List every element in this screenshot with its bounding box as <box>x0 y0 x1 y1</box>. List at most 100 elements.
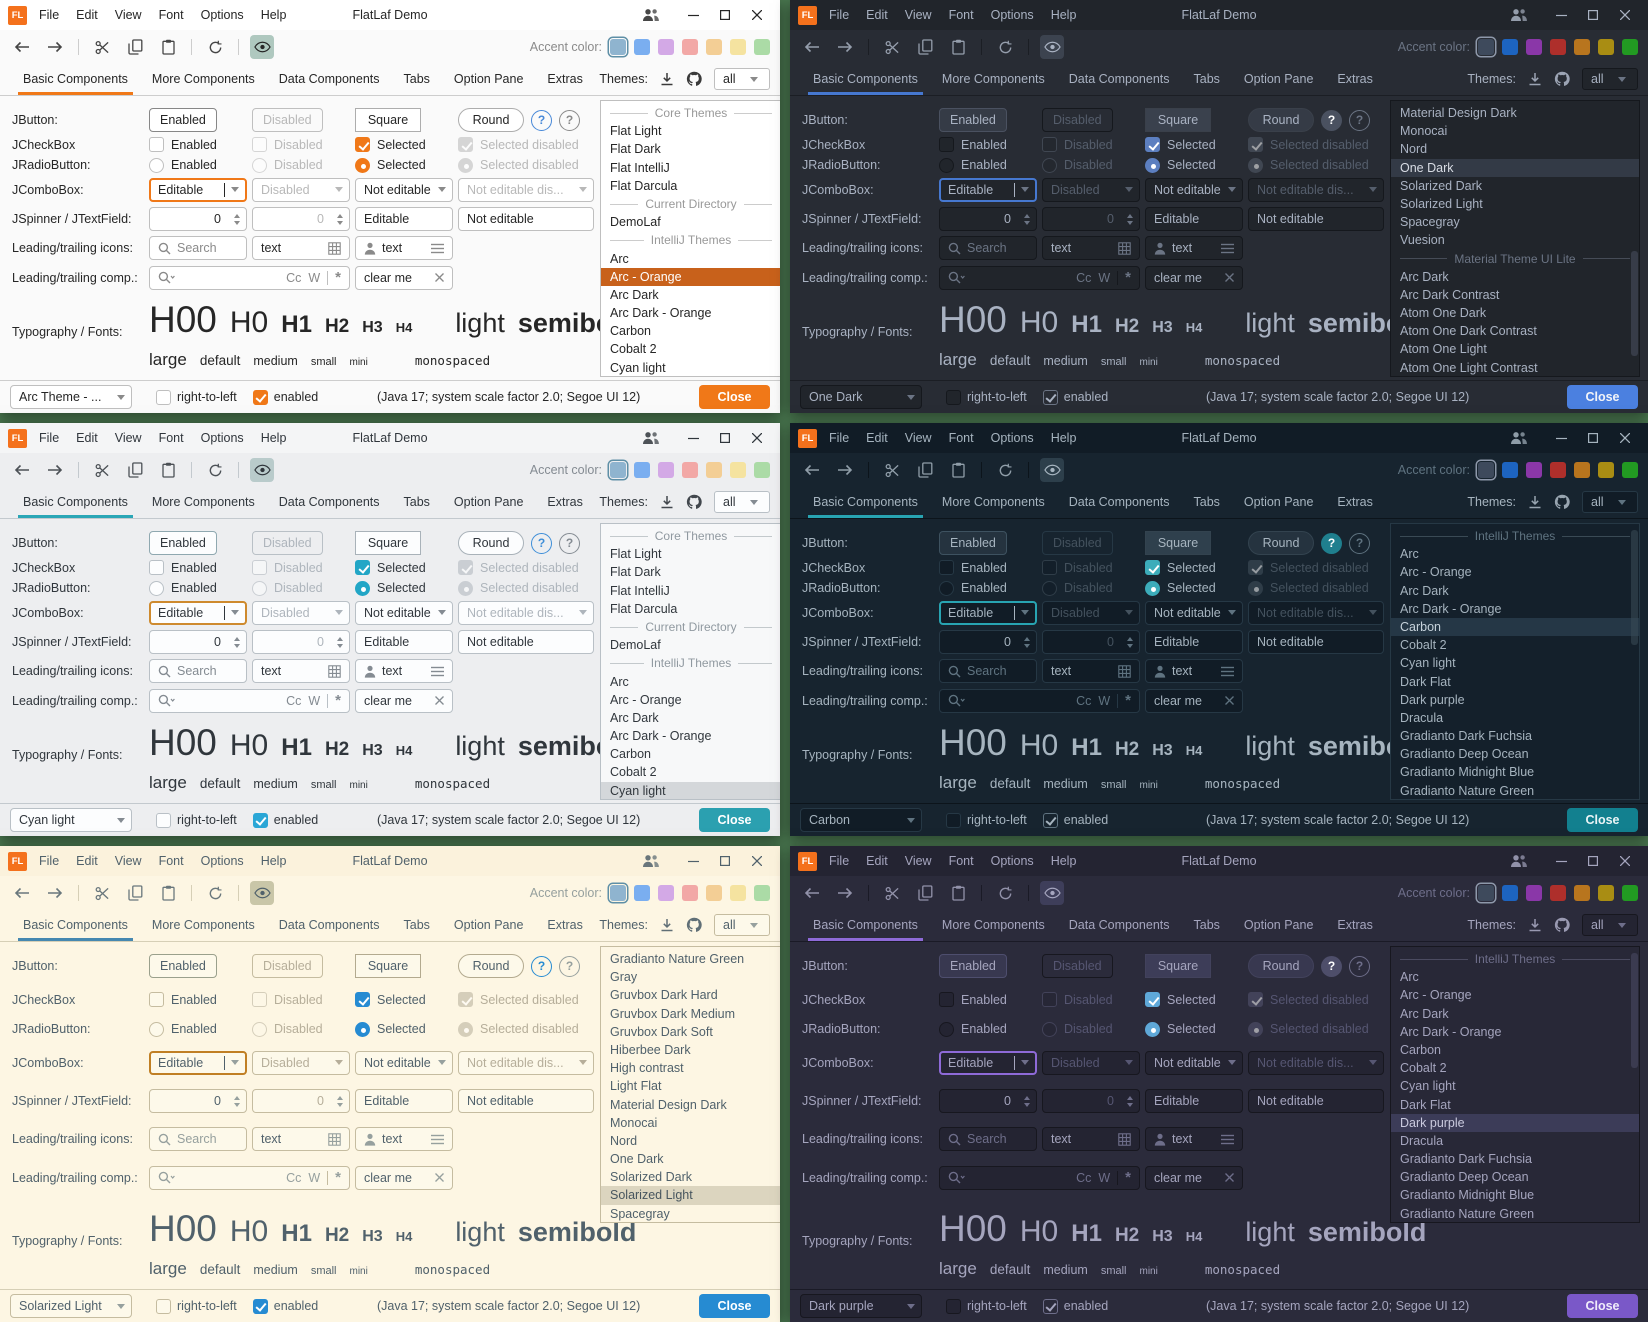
checkbox[interactable] <box>156 812 171 828</box>
tab-option-pane[interactable]: Option Pane <box>453 918 524 932</box>
users-icon[interactable] <box>1504 848 1534 874</box>
square-button[interactable]: Square <box>1145 531 1211 555</box>
theme-item-demolaf[interactable]: DemoLaf <box>610 638 661 653</box>
tab-tabs[interactable]: Tabs <box>1193 495 1220 509</box>
accent-swatch-5[interactable] <box>1574 885 1590 901</box>
round-button[interactable]: Round <box>1248 531 1314 555</box>
accent-swatch-1[interactable] <box>1478 39 1494 55</box>
accent-swatch-3[interactable] <box>658 885 674 901</box>
text-input-with-user-icon[interactable]: text <box>355 1127 453 1152</box>
menu-view[interactable]: View <box>904 8 932 22</box>
combobox-not-editable[interactable]: Not editable <box>355 600 453 625</box>
github-icon[interactable] <box>686 494 702 510</box>
themes-list[interactable]: Core Themes Flat Light Flat Dark Flat Intel… <box>600 523 780 800</box>
clear-me-input[interactable]: clear me <box>1145 265 1243 290</box>
maximize-button[interactable] <box>1578 848 1608 874</box>
checkbox[interactable] <box>252 389 268 405</box>
menu-edit[interactable]: Edit <box>866 431 888 445</box>
accent-swatch-2[interactable] <box>634 462 650 478</box>
minimize-button[interactable] <box>678 2 708 28</box>
theme-item-light-flat[interactable]: Light Flat <box>610 1079 662 1094</box>
help-icon[interactable]: ? <box>531 955 552 977</box>
enabled-button[interactable]: Enabled <box>939 954 1007 978</box>
theme-item-demolaf[interactable]: DemoLaf <box>610 215 661 230</box>
enabled-checkbox[interactable]: enabled <box>1042 812 1108 828</box>
textfield-editable[interactable]: Editable <box>1145 1089 1243 1114</box>
copy-icon[interactable] <box>913 458 937 482</box>
theme-item-gradianto-dark-fuchsia[interactable]: Gradianto Dark Fuchsia <box>1400 1152 1533 1167</box>
theme-item-one-dark[interactable]: One Dark <box>1391 158 1639 177</box>
github-icon[interactable] <box>686 917 702 933</box>
tab-more-components[interactable]: More Components <box>941 918 1045 932</box>
square-button[interactable]: Square <box>355 531 421 555</box>
text-input-with-user-icon[interactable]: text <box>1145 659 1243 684</box>
tab-option-pane[interactable]: Option Pane <box>1243 918 1314 932</box>
themes-filter-combo[interactable]: all <box>1582 914 1638 936</box>
regex-toggle[interactable]: * <box>335 1169 341 1187</box>
theme-item-nord[interactable]: Nord <box>610 1133 638 1148</box>
tab-tabs[interactable]: Tabs <box>403 918 430 932</box>
theme-item-cobalt-2[interactable]: Cobalt 2 <box>610 342 657 357</box>
help-icon[interactable]: ? <box>531 109 552 131</box>
whole-words-toggle[interactable]: W <box>308 693 321 708</box>
close-window-button[interactable] <box>1610 425 1640 451</box>
menu-file[interactable]: File <box>829 431 850 445</box>
tab-tabs[interactable]: Tabs <box>1193 918 1220 932</box>
cut-icon[interactable] <box>880 881 904 905</box>
radio-selected[interactable] <box>355 157 370 173</box>
checkbox-selected[interactable] <box>1145 560 1160 576</box>
checkbox-enabled[interactable] <box>939 560 954 576</box>
theme-item-carbon[interactable]: Carbon <box>610 747 651 762</box>
table-icon[interactable] <box>328 242 341 255</box>
accent-swatch-7[interactable] <box>1622 462 1638 478</box>
menu-view[interactable]: View <box>904 431 932 445</box>
theme-item-gradianto-nature-green[interactable]: Gradianto Nature Green <box>1400 783 1535 798</box>
theme-item-arc-dark[interactable]: Arc Dark <box>1400 1006 1449 1021</box>
text-input-with-user-icon[interactable]: text <box>1145 1127 1243 1152</box>
close-button[interactable]: Close <box>1566 1294 1638 1318</box>
users-icon[interactable] <box>1504 425 1534 451</box>
enabled-checkbox[interactable]: enabled <box>252 1298 318 1314</box>
search-with-options-input[interactable]: Cc W * <box>149 688 350 713</box>
forward-icon[interactable] <box>833 35 857 59</box>
theme-item-arc-dark-orange[interactable]: Arc Dark - Orange <box>610 729 712 744</box>
theme-item-dracula[interactable]: Dracula <box>1400 710 1444 725</box>
menu-edit[interactable]: Edit <box>866 854 888 868</box>
tab-data-components[interactable]: Data Components <box>1068 918 1170 932</box>
accent-swatch-3[interactable] <box>1526 39 1542 55</box>
search-with-options-input[interactable]: Cc W * <box>939 265 1140 290</box>
spinner-buttons[interactable] <box>227 208 246 230</box>
tab-tabs[interactable]: Tabs <box>403 495 430 509</box>
tab-option-pane[interactable]: Option Pane <box>1243 72 1314 86</box>
radio-selected[interactable] <box>1145 157 1160 173</box>
show-hover-eye-icon[interactable] <box>1040 458 1064 482</box>
minimize-button[interactable] <box>678 425 708 451</box>
paste-icon[interactable] <box>156 458 180 482</box>
clear-me-input[interactable]: clear me <box>355 688 453 713</box>
paste-icon[interactable] <box>156 35 180 59</box>
checkbox-enabled[interactable] <box>149 560 164 576</box>
clear-me-input[interactable]: clear me <box>355 1165 453 1190</box>
enabled-button[interactable]: Enabled <box>149 108 217 132</box>
tab-more-components[interactable]: More Components <box>941 72 1045 86</box>
theme-item-flat-darcula[interactable]: Flat Darcula <box>610 178 678 193</box>
maximize-button[interactable] <box>710 425 740 451</box>
chevron-down-icon[interactable] <box>1222 602 1242 624</box>
cut-icon[interactable] <box>90 35 114 59</box>
textfield-editable[interactable]: Editable <box>1145 207 1243 232</box>
text-input-with-table-icon[interactable]: text <box>252 1127 350 1152</box>
theme-item-flat-dark[interactable]: Flat Dark <box>610 565 661 580</box>
menu-list-icon[interactable] <box>1221 243 1234 254</box>
theme-item-dark-flat[interactable]: Dark Flat <box>1400 1097 1451 1112</box>
theme-item-dark-purple[interactable]: Dark purple <box>1391 1113 1639 1132</box>
theme-item-gruvbox-dark-medium[interactable]: Gruvbox Dark Medium <box>610 1006 736 1021</box>
regex-toggle[interactable]: * <box>1125 692 1131 710</box>
close-button[interactable]: Close <box>1566 808 1638 832</box>
cut-icon[interactable] <box>880 458 904 482</box>
chevron-down-icon[interactable] <box>1222 1052 1242 1074</box>
copy-icon[interactable] <box>123 881 147 905</box>
checkbox[interactable] <box>156 389 171 405</box>
whole-words-toggle[interactable]: W <box>1098 693 1111 708</box>
checkbox[interactable] <box>156 1298 171 1314</box>
spinner[interactable]: 0 <box>939 630 1037 655</box>
